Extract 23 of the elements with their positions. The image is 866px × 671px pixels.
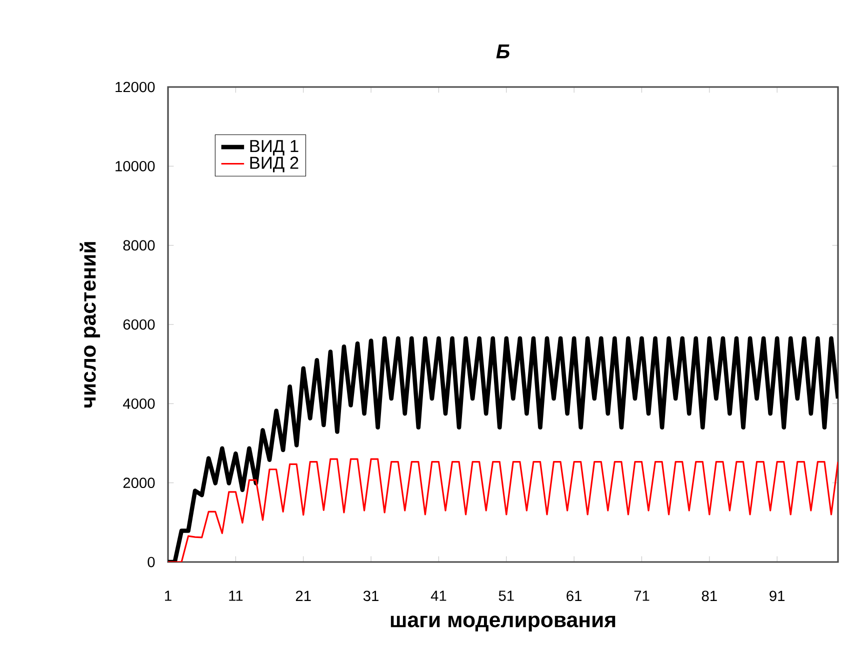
- legend-label: ВИД 2: [250, 156, 298, 172]
- x-tick-label: 71: [634, 590, 650, 601]
- y-axis-title: число растений: [80, 242, 100, 408]
- y-tick-label: 2000: [123, 478, 155, 488]
- y-tick-label: 10000: [116, 160, 155, 172]
- y-tick-label: 8000: [123, 240, 155, 251]
- x-tick-label: 41: [430, 590, 446, 601]
- x-tick-label: 11: [229, 590, 243, 601]
- x-tick-label: 81: [702, 590, 717, 602]
- x-tick-label: 51: [498, 590, 514, 601]
- x-tick-label: 31: [363, 590, 378, 602]
- legend-label: ВИД 1: [250, 140, 298, 156]
- x-axis-title: шаги моделирования: [390, 616, 616, 632]
- chart-title: Б: [496, 44, 510, 58]
- y-tick-label: 6000: [123, 319, 155, 330]
- y-tick-label: 12000: [116, 82, 155, 92]
- y-tick-label: 0: [148, 556, 155, 568]
- y-tick-label: 4000: [123, 398, 155, 409]
- x-tick-label: 91: [770, 590, 785, 602]
- x-tick-label: 61: [566, 590, 582, 602]
- line-series: [168, 336, 838, 562]
- x-tick-label: 21: [296, 590, 311, 601]
- x-tick-label: 1: [165, 590, 172, 601]
